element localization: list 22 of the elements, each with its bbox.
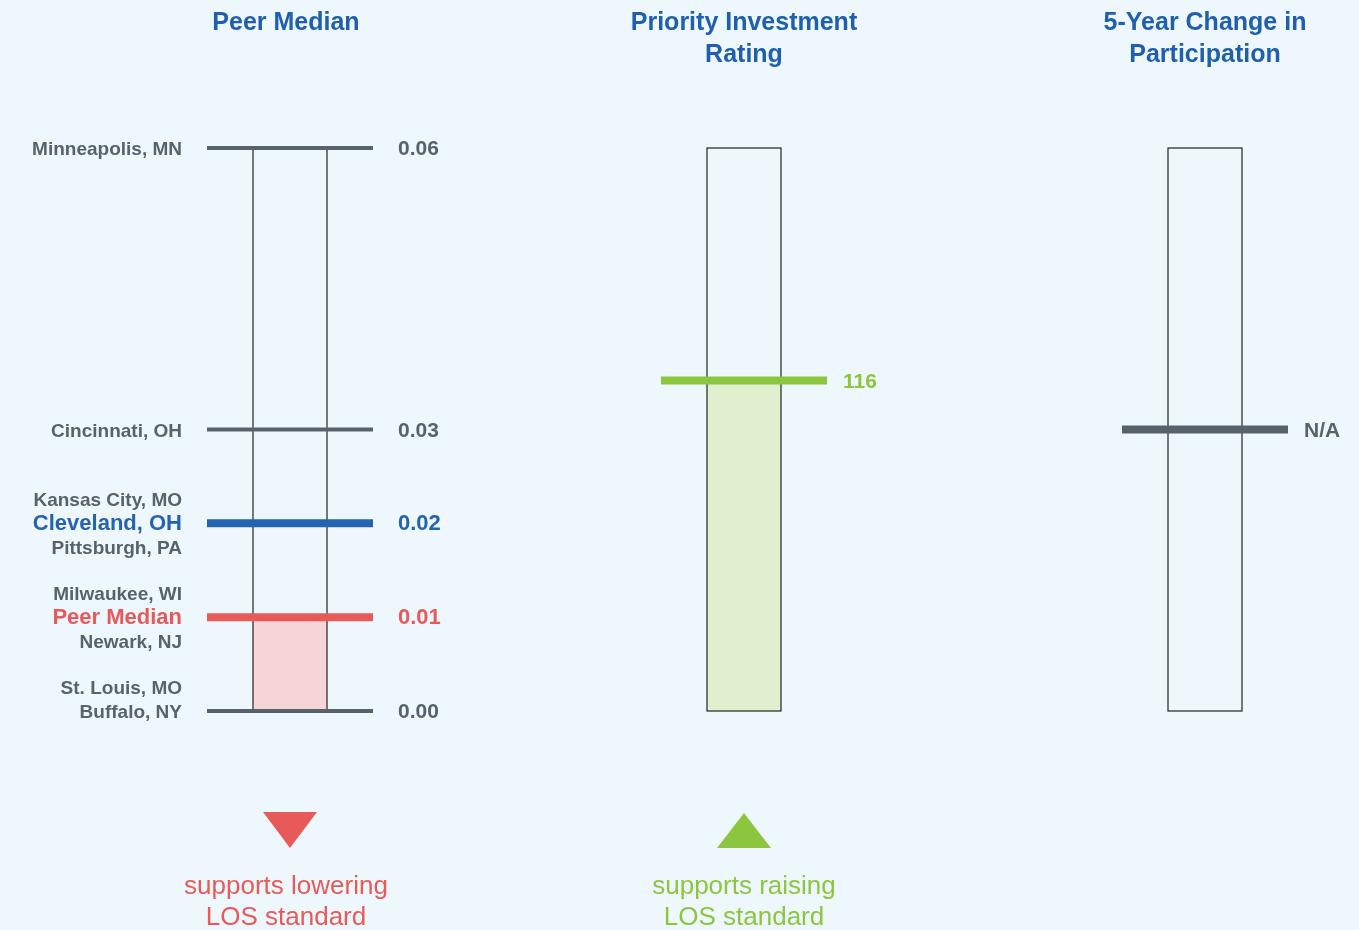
category-label: St. Louis, MO: [60, 677, 182, 698]
category-label: Cleveland, OH: [32, 510, 182, 536]
category-label: Newark, NJ: [79, 631, 182, 653]
text: Priority Investment Rating: [630, 7, 858, 67]
text: Peer Median: [212, 7, 360, 35]
category-label: Peer Median: [52, 604, 182, 630]
data-label: 0.00: [398, 699, 439, 722]
category-label: Minneapolis, MN: [32, 138, 182, 159]
data-label: 116: [843, 368, 877, 392]
category-label: Pittsburgh, PA: [51, 537, 183, 559]
text: 5-Year Change in Participation: [1103, 7, 1307, 67]
category-label: Cincinnati, OH: [51, 419, 182, 441]
data-label: 0.02: [398, 510, 441, 536]
data-label: 0.01: [398, 604, 441, 630]
text: supports lowering LOS standard: [184, 870, 388, 930]
category-label: Kansas City, MO: [33, 489, 182, 511]
category-label: Buffalo, NY: [79, 701, 183, 722]
data-label: N/A: [1304, 417, 1341, 441]
category-label: Milwaukee, WI: [53, 583, 182, 605]
data-label: 0.03: [398, 417, 439, 441]
data-label: 0.06: [398, 136, 439, 159]
text: supports raising LOS standard: [652, 870, 836, 930]
